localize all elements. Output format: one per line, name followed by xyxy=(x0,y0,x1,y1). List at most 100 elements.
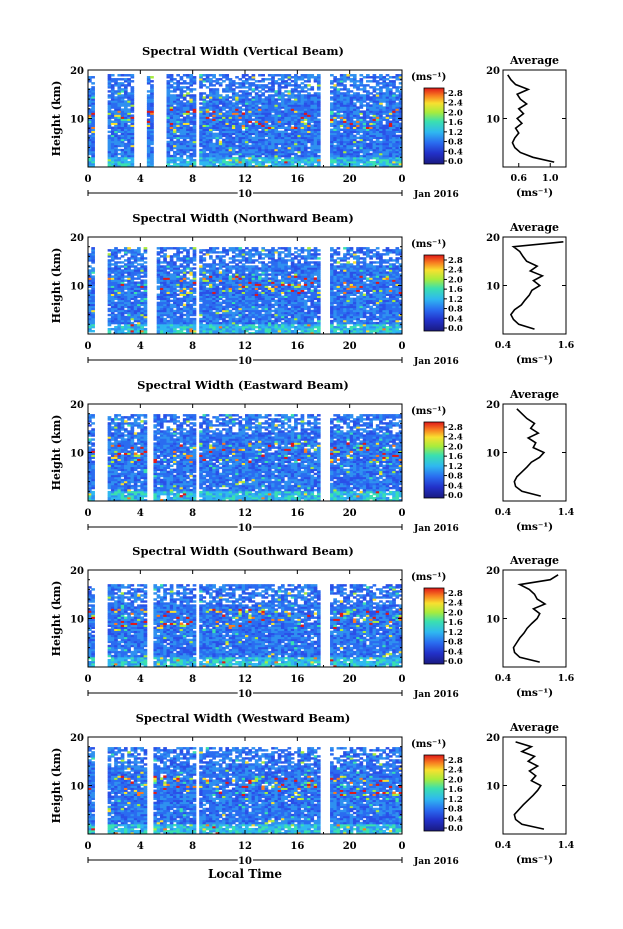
heatmap-cell xyxy=(343,98,347,101)
heatmap-cell xyxy=(307,325,311,329)
heatmap-cell xyxy=(235,329,239,333)
heatmap-cell xyxy=(176,102,180,105)
heatmap-cell xyxy=(313,329,318,333)
heatmap-cell xyxy=(209,136,213,140)
heatmap-cell xyxy=(254,148,259,152)
heatmap-cell xyxy=(339,108,344,111)
heatmap-cell xyxy=(225,303,230,307)
heatmap-cell xyxy=(258,130,262,134)
heatmap-cell xyxy=(205,301,210,305)
heatmap-cell xyxy=(271,120,275,123)
heatmap-cell xyxy=(150,124,154,127)
heatmap-cell xyxy=(366,154,370,158)
heatmap-cell xyxy=(248,110,252,113)
heatmap-cell xyxy=(251,313,256,317)
heatmap-cell xyxy=(356,106,360,109)
heatmap-cell xyxy=(209,142,213,146)
heatmap-cell xyxy=(297,130,301,134)
heatmap-cell xyxy=(202,317,207,321)
heatmap-cell xyxy=(303,96,308,99)
heatmap-cell xyxy=(199,162,203,166)
heatmap-cell xyxy=(274,92,279,95)
heatmap-cell xyxy=(150,152,154,156)
heatmap-cell xyxy=(398,291,403,294)
heatmap-cell xyxy=(254,108,259,111)
heatmap-cell xyxy=(313,315,318,319)
heatmap-cell xyxy=(333,301,337,305)
heatmap-cell xyxy=(359,301,364,305)
heatmap-cell xyxy=(267,156,272,160)
heatmap-cell xyxy=(313,76,318,79)
heatmap-cell xyxy=(137,325,141,329)
heatmap-cell xyxy=(310,154,315,158)
heatmap-cell xyxy=(359,311,364,315)
heatmap-cell xyxy=(333,92,337,95)
heatmap-cell xyxy=(251,293,256,296)
heatmap-cell xyxy=(205,291,210,294)
heatmap-cell xyxy=(245,142,249,146)
heatmap-cell xyxy=(241,114,246,117)
heatmap-cell xyxy=(114,140,118,144)
heatmap-cell xyxy=(339,295,344,299)
heatmap-cell xyxy=(173,329,177,333)
heatmap-cell xyxy=(352,315,357,319)
heatmap-cell xyxy=(110,160,115,164)
heatmap-cell xyxy=(316,96,321,99)
heatmap-cell xyxy=(169,108,174,111)
heatmap-cell xyxy=(179,146,184,150)
heatmap-cell xyxy=(307,329,311,333)
heatmap-cell xyxy=(349,160,354,164)
heatmap-cell xyxy=(212,126,216,129)
heatmap-cell xyxy=(366,112,370,115)
heatmap-cell xyxy=(166,116,171,119)
heatmap-cell xyxy=(143,319,148,323)
heatmap-cell xyxy=(310,311,315,315)
heatmap-cell xyxy=(346,112,351,115)
heatmap-cell xyxy=(316,319,321,323)
heatmap-cell xyxy=(388,134,393,138)
heatmap-cell xyxy=(209,98,213,101)
heatmap-cell xyxy=(231,92,236,95)
heatmap-cell xyxy=(166,80,171,83)
heatmap-cell xyxy=(127,120,131,123)
heatmap-cell xyxy=(336,305,341,309)
heatmap-cell xyxy=(362,112,367,115)
heatmap-cell xyxy=(186,309,190,313)
heatmap-cell xyxy=(264,132,269,136)
heatmap-cell xyxy=(114,112,118,115)
heatmap-cell xyxy=(117,120,122,123)
heatmap-cell xyxy=(346,299,351,303)
heatmap-cell xyxy=(277,299,282,303)
heatmap-cell xyxy=(277,311,282,315)
heatmap-cell xyxy=(130,110,135,113)
heatmap-cell xyxy=(254,92,259,95)
heatmap-cell xyxy=(182,295,187,299)
heatmap-cell xyxy=(313,122,318,125)
heatmap-cell xyxy=(173,128,177,132)
heatmap-cell xyxy=(352,144,357,148)
heatmap-cell xyxy=(333,108,337,111)
heatmap-cell xyxy=(114,156,118,160)
heatmap-cell xyxy=(307,152,311,156)
heatmap-cell xyxy=(372,118,377,121)
heatmap-cell xyxy=(366,150,370,154)
heatmap-cell xyxy=(261,88,266,91)
heatmap-cell xyxy=(114,100,118,103)
heatmap-cell xyxy=(356,301,360,305)
heatmap-cell xyxy=(362,94,367,97)
heatmap-cell xyxy=(209,154,213,158)
heatmap-cell xyxy=(189,146,194,150)
heatmap-cell xyxy=(251,96,256,99)
heatmap-cell xyxy=(173,102,177,105)
heatmap-cell xyxy=(110,327,115,331)
heatmap-cell xyxy=(251,319,256,323)
heatmap-cell xyxy=(228,327,233,331)
heatmap-cell xyxy=(284,82,288,85)
heatmap-cell xyxy=(212,108,216,111)
heatmap-cell xyxy=(212,136,216,140)
heatmap-cell xyxy=(241,104,246,107)
heatmap-cell xyxy=(310,110,315,113)
heatmap-cell xyxy=(150,146,154,150)
heatmap-cell xyxy=(110,136,115,140)
heatmap-cell xyxy=(176,96,180,99)
